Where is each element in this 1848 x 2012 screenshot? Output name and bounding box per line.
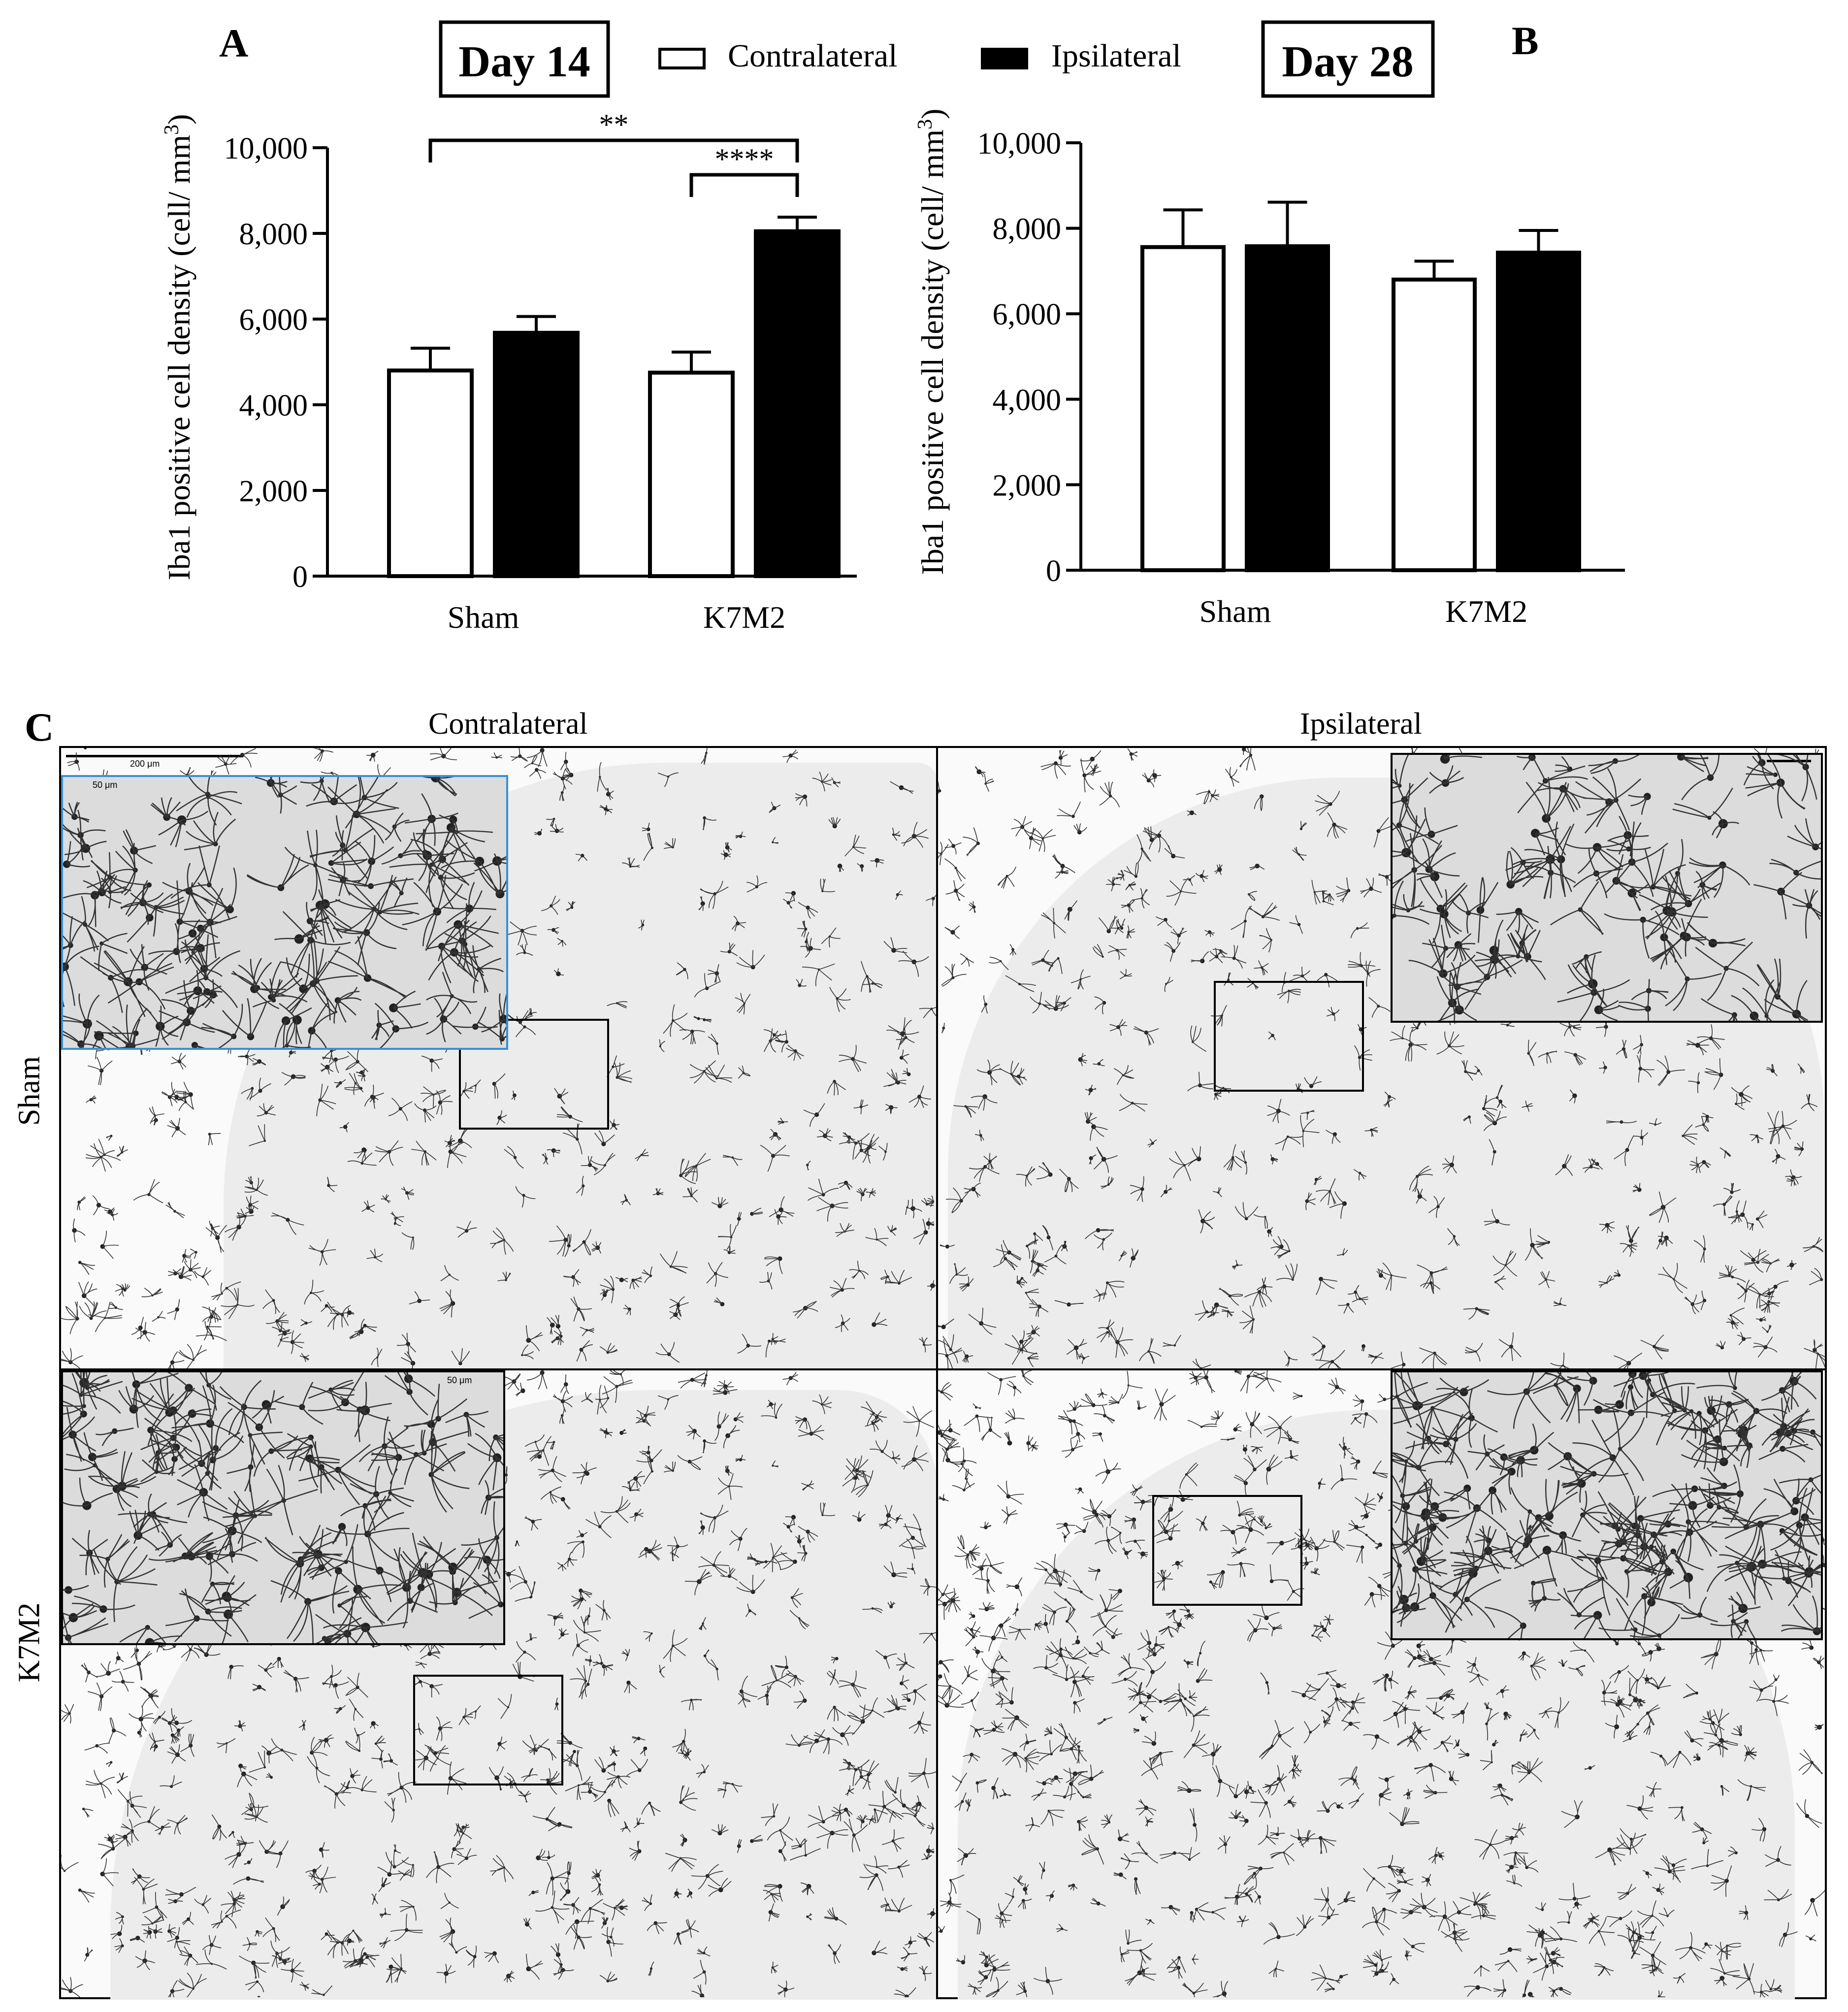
microglia-cell-body (368, 883, 374, 889)
micrograph-sham-contralateral: 200 μm 50 μm (59, 746, 938, 1371)
legend-label-ipsilateral: Ipsilateral (1051, 38, 1181, 74)
legend-swatch-contralateral (658, 48, 706, 69)
microglia-cell-body (778, 1256, 782, 1261)
region-of-interest-box (413, 1675, 563, 1785)
inset-cell-texture (63, 777, 506, 1048)
y-tick-label: 8,000 (993, 213, 1062, 246)
microglia-cell-body (251, 1087, 254, 1090)
microglia-cell-body (1430, 872, 1440, 881)
legend-swatch-ipsilateral (981, 48, 1028, 69)
row-label-sham: Sham (12, 1056, 46, 1126)
micrograph-k7m2-contralateral: 50 μm (59, 1368, 938, 2000)
microglia-cell-body (521, 1354, 523, 1357)
microglia-processes (63, 1372, 503, 1643)
y-axis-label: Iba1 positive cell density (cell/ mm3) (914, 109, 950, 575)
bar-ipsilateral-sham (493, 330, 580, 579)
chart-b: 0 2,000 4,000 6,000 8,000 10,000 Iba1 positive… (914, 109, 1625, 629)
inset-cell-texture (63, 1372, 503, 1643)
scale-label-main: 200 μm (130, 759, 160, 769)
y-tick-label: 0 (1046, 554, 1061, 588)
panel-b-letter: B (1512, 18, 1539, 63)
inset-cell-texture (1393, 1372, 1821, 1638)
y-tick-label: 10,000 (224, 132, 308, 165)
significance-label: **** (715, 143, 774, 175)
inset-magnified-view (1391, 753, 1823, 1023)
microglia-processes (63, 777, 506, 1048)
chart-b-title: Day 28 (1282, 37, 1414, 86)
microglia-cell-body (573, 1750, 576, 1753)
bar-contralateral-k7m2 (1392, 277, 1477, 572)
y-tick-label: 0 (292, 560, 308, 594)
microglia-cell-body (778, 1884, 782, 1889)
y-axis-label: Iba1 positive cell density (cell/ mm3) (161, 114, 196, 581)
chart-b-title-box: Day 28 (1261, 20, 1435, 98)
microglia-cell-body (84, 748, 87, 750)
row-label-k7m2: K7M2 (12, 1602, 46, 1683)
microglia-cell-body (1401, 1363, 1406, 1366)
inset-cell-texture (1393, 755, 1821, 1021)
legend: Contralateral Ipsilateral (658, 38, 1181, 74)
region-of-interest-box (459, 1019, 609, 1130)
microglia-processes (1393, 755, 1821, 1021)
y-tick-label: 6,000 (993, 298, 1062, 331)
microglia-cell-body (1640, 916, 1646, 923)
significance-bracket (689, 173, 799, 197)
x-tick-label: Sham (448, 600, 519, 635)
x-tick-label: K7M2 (703, 600, 785, 635)
chart-a-title-box: Day 14 (439, 20, 610, 98)
region-of-interest-box (1152, 1495, 1302, 1606)
cell-texture (61, 1370, 936, 1997)
panel-c-letter: C (25, 705, 54, 749)
chart-a-title: Day 14 (458, 37, 590, 86)
microglia-cell-body (94, 1031, 104, 1041)
bar-contralateral-k7m2 (648, 370, 735, 578)
scale-label-inset: 50 μm (93, 780, 118, 790)
y-tick-label: 2,000 (993, 469, 1062, 502)
scale-bar-inset (1767, 760, 1811, 762)
significance-bracket (428, 138, 799, 162)
microglia-cell-body (1603, 1066, 1607, 1070)
bar-ipsilateral-k7m2 (1496, 251, 1581, 572)
micrograph-sham-ipsilateral (936, 746, 1827, 1371)
inset-magnified-view: 50 μm (61, 1370, 505, 1645)
bar-contralateral-sham (1140, 245, 1226, 572)
y-tick-label: 4,000 (993, 384, 1062, 417)
legend-label-contralateral: Contralateral (728, 38, 898, 74)
microglia-cell-body (1530, 829, 1540, 838)
y-tick-label: 6,000 (239, 303, 308, 337)
x-tick-label: Sham (1200, 594, 1271, 629)
chart-a: 0 2,000 4,000 6,000 8,000 10,000 Iba1 positive… (161, 108, 857, 635)
microglia-cell-body (613, 1762, 616, 1766)
inset-magnified-view: 50 μm (61, 775, 508, 1050)
panel-a-letter: A (219, 21, 248, 65)
y-tick-label: 2,000 (239, 475, 308, 508)
col-label-ipsilateral: Ipsilateral (1300, 707, 1422, 741)
bar-contralateral-sham (387, 368, 474, 579)
y-tick-label: 10,000 (977, 127, 1062, 161)
significance-label: ** (599, 108, 629, 141)
bar-ipsilateral-k7m2 (754, 229, 841, 578)
bar-ipsilateral-sham (1245, 244, 1330, 572)
x-tick-label: K7M2 (1445, 594, 1527, 629)
micrograph-k7m2-ipsilateral (936, 1368, 1827, 2000)
y-tick-label: 8,000 (239, 218, 308, 251)
microglia-cell-body (791, 891, 796, 896)
region-of-interest-box (1214, 981, 1364, 1092)
microglia-cell-body (872, 1950, 876, 1955)
inset-magnified-view (1391, 1370, 1823, 1640)
y-tick-label: 4,000 (239, 389, 308, 422)
col-label-contralateral: Contralateral (428, 707, 588, 741)
scale-bar-main (66, 755, 243, 757)
